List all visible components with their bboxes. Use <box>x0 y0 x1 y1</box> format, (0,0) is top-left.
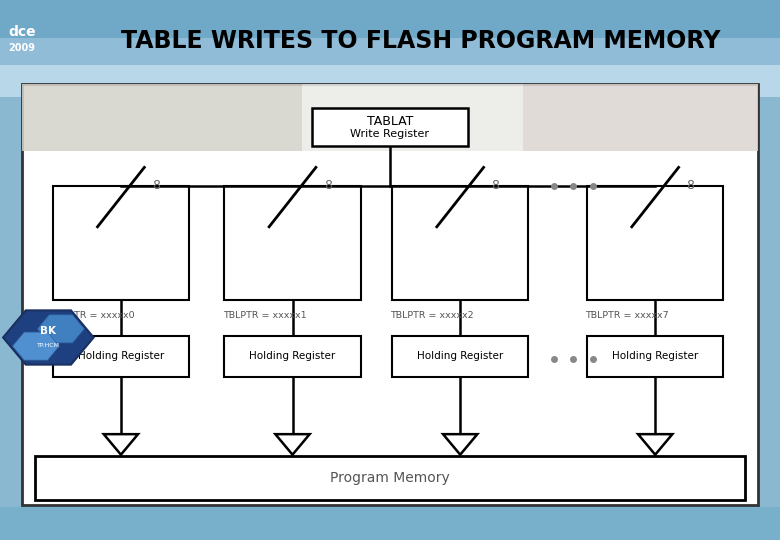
Text: TABLE WRITES TO FLASH PROGRAM MEMORY: TABLE WRITES TO FLASH PROGRAM MEMORY <box>122 29 721 53</box>
Bar <box>53 336 189 377</box>
Bar <box>225 186 360 300</box>
Bar <box>53 186 189 300</box>
Text: TBLPTR = xxxxx1: TBLPTR = xxxxx1 <box>223 312 307 320</box>
Bar <box>587 186 723 300</box>
Bar <box>22 84 758 151</box>
Bar <box>22 84 302 151</box>
Bar <box>0 507 780 540</box>
Text: 8: 8 <box>491 179 499 192</box>
Bar <box>0 0 780 65</box>
Text: Holding Register: Holding Register <box>417 352 503 361</box>
Bar <box>35 456 745 500</box>
Text: TBLPTR = xxxxx0: TBLPTR = xxxxx0 <box>51 312 135 320</box>
Text: 8: 8 <box>152 179 160 192</box>
Text: Write Register: Write Register <box>350 130 430 139</box>
Text: TABLAT: TABLAT <box>367 114 413 128</box>
Bar <box>587 336 723 377</box>
Bar <box>523 84 758 151</box>
Text: Holding Register: Holding Register <box>250 352 335 361</box>
Polygon shape <box>443 434 477 455</box>
Bar <box>225 336 360 377</box>
Text: Holding Register: Holding Register <box>78 352 164 361</box>
Text: TP.HCM: TP.HCM <box>37 343 60 348</box>
Bar <box>22 84 758 505</box>
Text: 8: 8 <box>686 179 694 192</box>
Bar <box>0 0 780 38</box>
Text: dce: dce <box>8 25 36 39</box>
Polygon shape <box>638 434 672 455</box>
Text: 2009: 2009 <box>9 43 35 52</box>
Bar <box>392 186 528 300</box>
Text: BK: BK <box>41 326 56 336</box>
Bar <box>392 336 528 377</box>
Polygon shape <box>104 434 138 455</box>
Text: Holding Register: Holding Register <box>612 352 698 361</box>
Polygon shape <box>275 434 310 455</box>
Bar <box>312 108 468 146</box>
Text: Program Memory: Program Memory <box>330 471 450 485</box>
Bar <box>302 84 523 151</box>
Text: 8: 8 <box>324 179 332 192</box>
Bar <box>0 0 780 97</box>
Text: TBLPTR = xxxxx7: TBLPTR = xxxxx7 <box>585 312 669 320</box>
Text: TBLPTR = xxxxx2: TBLPTR = xxxxx2 <box>390 312 474 320</box>
